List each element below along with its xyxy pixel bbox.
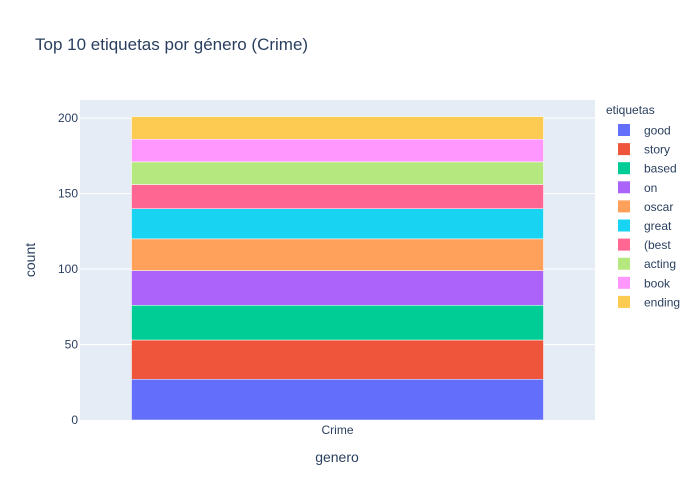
legend-item[interactable]: oscar [618, 200, 673, 214]
legend-item[interactable]: acting [618, 257, 676, 271]
bar-segment-on[interactable] [131, 270, 544, 306]
bar-segment-good[interactable] [131, 378, 544, 421]
legend-swatch [618, 124, 630, 136]
legend: etiquetas good story based on oscar great (bes… [606, 103, 680, 309]
legend-swatch [618, 143, 630, 156]
chart-title: Top 10 etiquetas por género (Crime) [35, 35, 308, 54]
legend-swatch [618, 295, 630, 308]
bar-segment-best[interactable] [131, 184, 544, 209]
y-tick-label: 100 [58, 262, 78, 276]
legend-swatch [618, 181, 630, 194]
legend-item[interactable]: ending [618, 295, 680, 309]
x-axis-title: genero [315, 449, 359, 465]
y-tick-label: 150 [58, 187, 78, 201]
bar-stack [131, 116, 544, 421]
legend-label: acting [644, 257, 676, 271]
y-tick-label: 50 [65, 338, 79, 352]
legend-item[interactable]: good [618, 124, 671, 138]
y-axis-title: count [22, 243, 38, 277]
legend-label: story [644, 143, 670, 157]
legend-label: (best [644, 238, 671, 252]
legend-item[interactable]: on [618, 181, 657, 195]
legend-item[interactable]: based [618, 162, 677, 176]
legend-swatch [618, 219, 630, 232]
legend-swatch [618, 200, 630, 213]
bar-segment-great[interactable] [131, 208, 544, 240]
y-tick-labels: 0 50 100 150 200 [58, 111, 78, 427]
bar-segment-ending[interactable] [131, 116, 544, 140]
bar-segment-story[interactable] [131, 339, 544, 380]
bar-segment-based[interactable] [131, 305, 544, 341]
legend-swatch [618, 257, 630, 270]
y-tick-label: 200 [58, 111, 78, 125]
legend-label: good [644, 124, 671, 138]
legend-label: book [644, 276, 671, 290]
legend-item[interactable]: (best [618, 238, 671, 252]
y-tick-label: 0 [71, 413, 78, 427]
legend-item[interactable]: great [618, 219, 672, 233]
x-tick-labels: Crime [322, 423, 354, 437]
legend-label: ending [644, 295, 680, 309]
legend-item[interactable]: book [618, 276, 671, 290]
legend-label: based [644, 162, 677, 176]
legend-title: etiquetas [606, 103, 655, 117]
legend-label: on [644, 181, 657, 195]
bar-segment-acting[interactable] [131, 161, 544, 185]
legend-swatch [618, 238, 630, 251]
x-tick-label: Crime [322, 423, 354, 437]
legend-swatch [618, 276, 630, 289]
bar-segment-book[interactable] [131, 138, 544, 163]
legend-label: great [644, 219, 672, 233]
bar-segment-oscar[interactable] [131, 238, 544, 271]
legend-swatch [618, 162, 630, 175]
legend-item[interactable]: story [618, 143, 670, 157]
legend-label: oscar [644, 200, 673, 214]
